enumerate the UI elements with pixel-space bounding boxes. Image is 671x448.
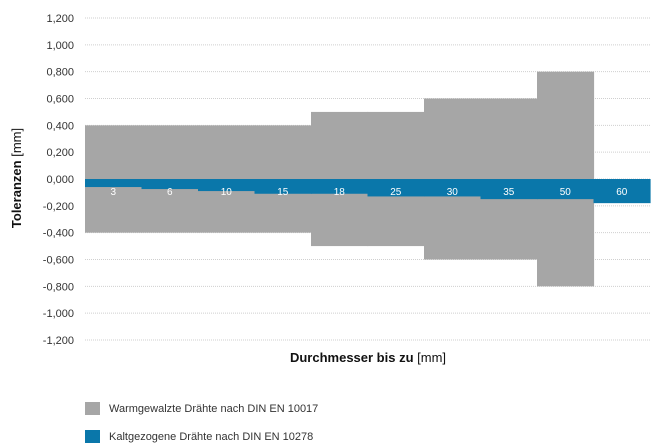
category-labels: 3 6 10 15 18 25 30 35 50 60	[110, 187, 627, 198]
category-label: 18	[334, 187, 346, 198]
category-label: 6	[167, 187, 173, 198]
legend-item-kaltgezogen: Kaltgezogene Drähte nach DIN EN 10278	[85, 430, 313, 443]
y-tick-label: 0,600	[46, 94, 74, 106]
blue-tolerance-bar-60	[593, 179, 651, 204]
blue-tolerance-bar-3	[85, 179, 143, 188]
blue-tolerance-bar-18	[311, 179, 369, 194]
y-tick-label: 0,200	[46, 147, 74, 159]
category-label: 10	[221, 187, 233, 198]
y-tick-label: 1,200	[46, 13, 74, 25]
y-tick-label: -0,800	[43, 281, 74, 293]
y-tick-label: -1,200	[43, 335, 74, 347]
blue-tolerance-bar-35	[480, 179, 538, 200]
category-label: 15	[277, 187, 289, 198]
series-kaltgezogen	[85, 179, 651, 204]
x-axis-title: Durchmesser bis zu [mm]	[290, 350, 446, 365]
legend-label: Kaltgezogene Drähte nach DIN EN 10278	[109, 430, 314, 443]
category-label: 60	[616, 187, 628, 198]
y-tick-label: 0,400	[46, 120, 74, 132]
y-tick-label: -0,400	[43, 228, 74, 240]
legend-swatch-blue	[85, 430, 100, 443]
y-tick-label: 0,800	[46, 67, 74, 79]
legend-item-warmgewalzt: Warmgewalzte Drähte nach DIN EN 10017	[85, 402, 318, 415]
blue-tolerance-bar-30	[424, 179, 482, 197]
legend-swatch-gray	[85, 402, 100, 415]
category-label: 35	[503, 187, 515, 198]
blue-tolerance-bar-50	[537, 179, 595, 200]
y-tick-label: -0,200	[43, 201, 74, 213]
y-tick-label: -0,600	[43, 255, 74, 267]
blue-tolerance-bar-6	[141, 179, 199, 190]
category-label: 50	[560, 187, 572, 198]
category-label: 30	[447, 187, 459, 198]
category-label: 3	[110, 187, 116, 198]
y-tick-label: 0,000	[46, 174, 74, 186]
legend-label: Warmgewalzte Drähte nach DIN EN 10017	[109, 402, 319, 415]
y-tick-label: 1,000	[46, 40, 74, 52]
y-tick-label: -1,000	[43, 308, 74, 320]
blue-tolerance-bar-25	[367, 179, 425, 197]
blue-tolerance-bar-10	[198, 179, 256, 192]
category-label: 25	[390, 187, 402, 198]
blue-tolerance-bar-15	[254, 179, 312, 194]
y-axis-title: Toleranzen [mm]	[9, 128, 24, 228]
y-tick-labels: 1,200 1,000 0,800 0,600 0,400 0,200 0,000 -0,20…	[43, 13, 74, 347]
